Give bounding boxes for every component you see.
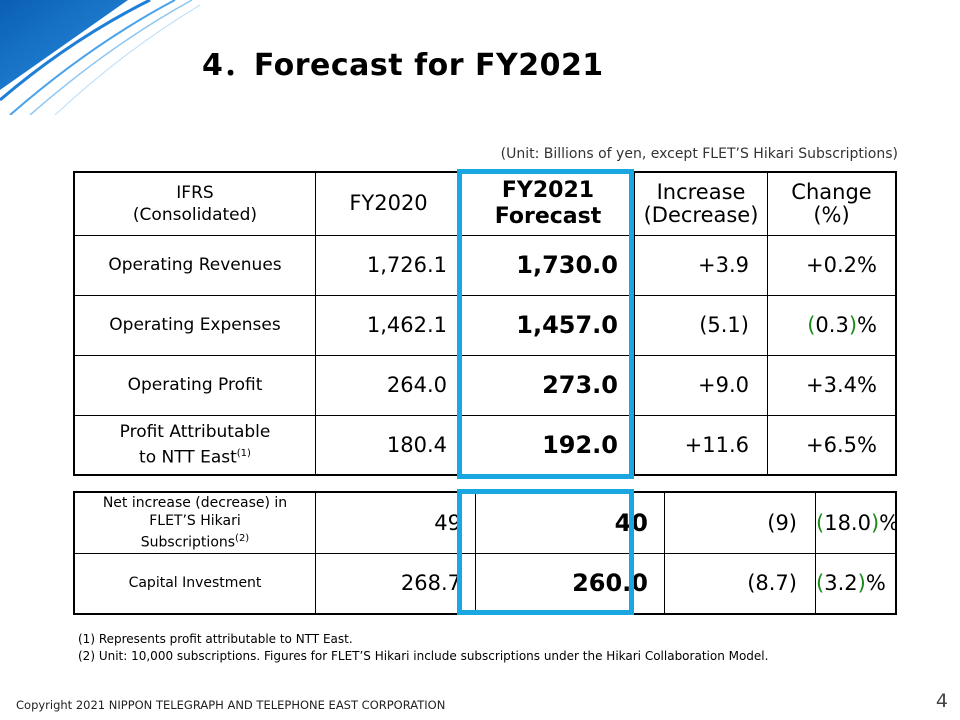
forecast-table: IFRS (Consolidated) FY2020 FY2021 Foreca… xyxy=(73,171,897,476)
table-row: Capital Investment 268.7 260.0 (8.7) (3.… xyxy=(73,552,897,615)
unit-note: (Unit: Billions of yen, except FLET’S Hi… xyxy=(500,146,898,162)
footnote-1: (1) Represents profit attributable to NT… xyxy=(78,632,353,646)
footnote-2: (2) Unit: 10,000 subscriptions. Figures … xyxy=(78,649,769,663)
table-row: Profit Attributable to NTT East(1) 180.4… xyxy=(73,414,897,476)
footnotes: (1) Represents profit attributable to NT… xyxy=(78,631,768,665)
cell-fy2021: 192.0 xyxy=(461,414,635,476)
table-row: Net increase (decrease) in FLET’S Hikari… xyxy=(73,491,897,554)
cell-increase: +3.9 xyxy=(634,234,768,296)
cell-change: +6.5% xyxy=(767,414,897,476)
cell-fy2020: 1,462.1 xyxy=(315,294,462,356)
header-change: Change (%) xyxy=(767,171,897,236)
cell-fy2021: 1,457.0 xyxy=(461,294,635,356)
header-fy2020: FY2020 xyxy=(315,171,462,236)
row-label: Profit Attributable to NTT East(1) xyxy=(73,414,316,476)
header-fy2021-forecast: FY2021 Forecast xyxy=(461,171,635,236)
cell-fy2020: 264.0 xyxy=(315,354,462,416)
table-row: Operating Revenues 1,726.1 1,730.0 +3.9 … xyxy=(73,234,897,296)
footnote-ref: (1) xyxy=(236,447,251,459)
cell-fy2020: 268.7 xyxy=(315,552,476,615)
table-row: Operating Profit 264.0 273.0 +9.0 +3.4% xyxy=(73,354,897,416)
cell-increase: (5.1) xyxy=(634,294,768,356)
row-label: Capital Investment xyxy=(73,552,316,615)
row-label: Net increase (decrease) in FLET’S Hikari… xyxy=(73,491,316,554)
cell-increase: (9) xyxy=(664,491,816,554)
cell-increase: +9.0 xyxy=(634,354,768,416)
page-title: 4．Forecast for FY2021 xyxy=(202,48,604,83)
footnote-ref: (2) xyxy=(235,532,250,544)
table-header-row: IFRS (Consolidated) FY2020 FY2021 Foreca… xyxy=(73,171,897,236)
cell-fy2020: 49 xyxy=(315,491,476,554)
header-increase: Increase (Decrease) xyxy=(634,171,768,236)
cell-fy2021: 1,730.0 xyxy=(461,234,635,296)
cell-change: (3.2)% xyxy=(815,552,897,615)
other-metrics-table: Net increase (decrease) in FLET’S Hikari… xyxy=(73,491,897,615)
cell-change: +3.4% xyxy=(767,354,897,416)
cell-increase: (8.7) xyxy=(664,552,816,615)
cell-change: (0.3)% xyxy=(767,294,897,356)
cell-fy2021: 260.0 xyxy=(475,552,665,615)
row-label: Operating Revenues xyxy=(73,234,316,296)
row-label: Operating Profit xyxy=(73,354,316,416)
page-number: 4 xyxy=(935,690,948,712)
cell-fy2021: 40 xyxy=(475,491,665,554)
copyright: Copyright 2021 NIPPON TELEGRAPH AND TELE… xyxy=(16,698,446,712)
cell-fy2020: 1,726.1 xyxy=(315,234,462,296)
cell-fy2020: 180.4 xyxy=(315,414,462,476)
cell-change: (18.0)% xyxy=(815,491,897,554)
table-row: Operating Expenses 1,462.1 1,457.0 (5.1)… xyxy=(73,294,897,356)
row-label: Operating Expenses xyxy=(73,294,316,356)
cell-increase: +11.6 xyxy=(634,414,768,476)
corner-decoration xyxy=(0,0,200,115)
cell-change: +0.2% xyxy=(767,234,897,296)
cell-fy2021: 273.0 xyxy=(461,354,635,416)
header-ifrs: IFRS (Consolidated) xyxy=(73,171,316,236)
